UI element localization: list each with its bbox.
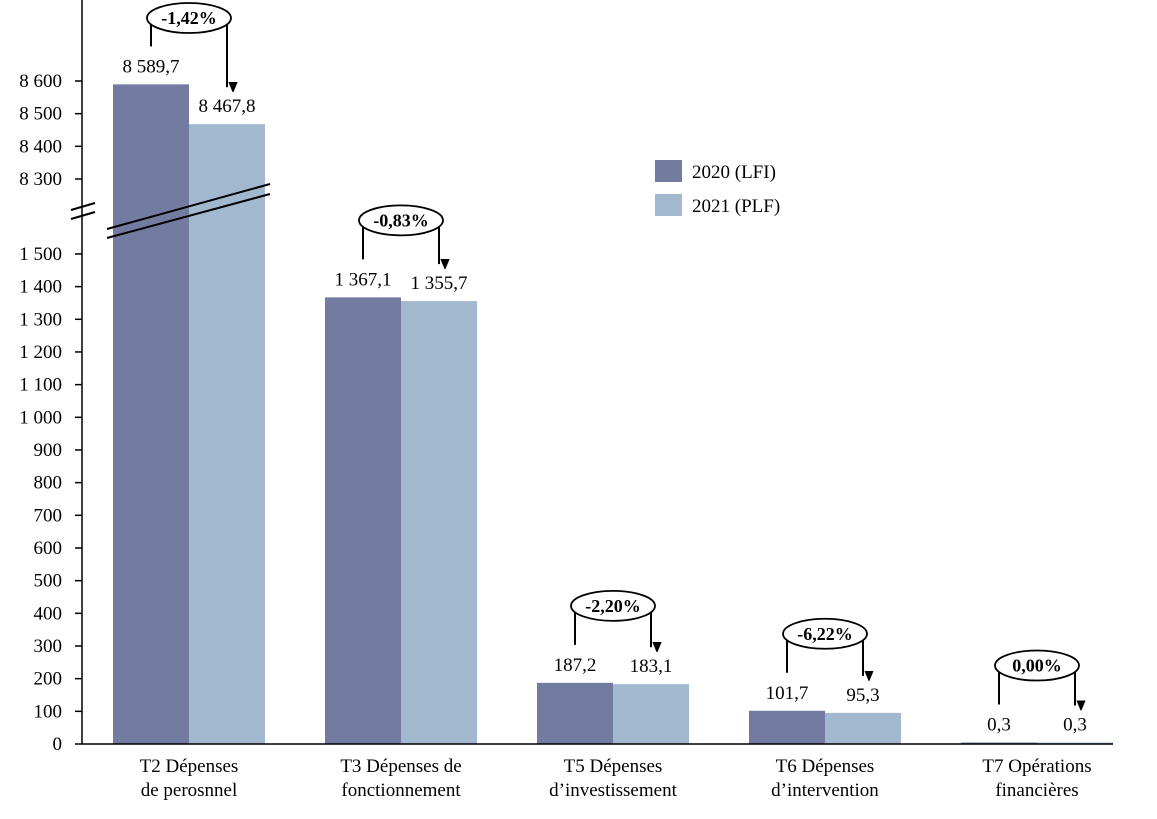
- y-tick-label: 8 400: [19, 136, 62, 157]
- y-tick-label: 500: [34, 571, 63, 592]
- y-tick-label: 8 600: [19, 71, 62, 92]
- change-label: 0,00%: [1012, 656, 1062, 676]
- category-label: d’intervention: [771, 780, 879, 801]
- axis-break-mark: [70, 211, 96, 220]
- legend-label: 2020 (LFI): [692, 162, 776, 183]
- y-tick-label: 600: [34, 538, 63, 559]
- category-label: financières: [995, 780, 1078, 801]
- category-label: T3 Dépenses de: [340, 756, 461, 777]
- category-label: T6 Dépenses: [776, 756, 875, 777]
- change-label: -1,42%: [161, 8, 217, 28]
- axis-break-mark: [70, 202, 96, 211]
- y-tick-label: 700: [34, 505, 63, 526]
- bar-2020-1: [325, 297, 401, 744]
- change-label: -0,83%: [373, 210, 429, 230]
- category-label: d’investissement: [549, 780, 677, 801]
- y-tick-label: 300: [34, 636, 63, 657]
- data-label: 8 467,8: [199, 96, 256, 117]
- bar-2021-3: [825, 712, 901, 744]
- change-oval: [570, 589, 656, 622]
- data-label: 1 367,1: [335, 269, 392, 290]
- y-tick-label: 800: [34, 473, 63, 494]
- y-tick-label: 400: [34, 603, 63, 624]
- legend-label: 2021 (PLF): [692, 196, 780, 217]
- bar-break-mark: [106, 193, 271, 239]
- data-label: 0,3: [1063, 715, 1087, 736]
- category-label: T5 Dépenses: [564, 756, 663, 777]
- y-tick-label: 900: [34, 440, 63, 461]
- category-label: T2 Dépenses: [140, 756, 239, 777]
- y-tick-label: 1 000: [19, 407, 62, 428]
- bar-2021-1: [401, 301, 477, 744]
- data-label: 183,1: [630, 656, 673, 677]
- y-tick-label: 1 300: [19, 309, 62, 330]
- y-tick-label: 1 200: [19, 342, 62, 363]
- change-label: -6,22%: [797, 624, 853, 644]
- legend-swatch: [655, 160, 682, 182]
- data-label: 95,3: [846, 685, 879, 706]
- change-oval: [146, 2, 232, 34]
- y-tick-label: 1 500: [19, 244, 62, 265]
- category-label: fonctionnement: [341, 780, 461, 801]
- y-tick-label: 8 500: [19, 104, 62, 125]
- data-label: 101,7: [766, 683, 809, 704]
- bar-2021-2: [613, 684, 689, 744]
- legend-swatch: [655, 194, 682, 216]
- y-tick-label: 1 100: [19, 375, 62, 396]
- category-label: de perosnnel: [141, 780, 238, 801]
- category-label: T7 Opérations: [982, 756, 1091, 777]
- y-tick-label: 100: [34, 701, 63, 722]
- bar-2020-3: [749, 710, 825, 744]
- bar-break-mark: [106, 183, 271, 230]
- data-label: 8 589,7: [123, 56, 180, 77]
- y-tick-label: 8 300: [19, 169, 62, 190]
- y-tick-label: 1 400: [19, 277, 62, 298]
- change-oval: [782, 617, 868, 650]
- data-label: 1 355,7: [411, 273, 468, 294]
- bar-2020-2: [537, 682, 613, 744]
- data-label: 187,2: [554, 655, 597, 676]
- change-oval: [358, 204, 444, 237]
- change-oval: [994, 649, 1080, 682]
- bar-2020-0: [113, 84, 189, 745]
- bar-2021-0: [189, 124, 265, 744]
- y-tick-label: 0: [53, 734, 63, 755]
- data-label: 0,3: [987, 715, 1011, 736]
- y-tick-label: 200: [34, 669, 63, 690]
- change-label: -2,20%: [585, 596, 641, 616]
